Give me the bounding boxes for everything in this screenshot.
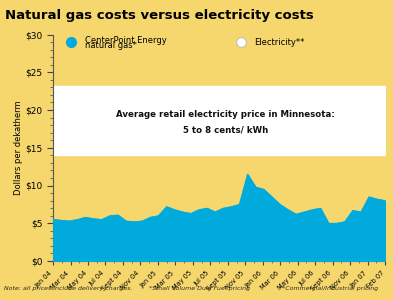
Text: Average retail electricity price in Minnesota:: Average retail electricity price in Minn… <box>116 110 335 119</box>
Text: *Small Volume Dual Fuel pricing: *Small Volume Dual Fuel pricing <box>149 286 250 291</box>
Text: CenterPoint Energy: CenterPoint Energy <box>84 36 166 45</box>
Text: 5 to 8 cents/ kWh: 5 to 8 cents/ kWh <box>183 125 268 134</box>
Text: **Commercial/Industrial pricing: **Commercial/Industrial pricing <box>279 286 378 291</box>
Text: Electricity**: Electricity** <box>254 38 304 47</box>
Text: Natural gas costs versus electricity costs: Natural gas costs versus electricity cos… <box>5 9 314 22</box>
Y-axis label: Dollars per dekatherm: Dollars per dekatherm <box>14 100 23 195</box>
Text: Note: all prices include delivery charges.: Note: all prices include delivery charge… <box>4 286 132 291</box>
Text: natural gas*: natural gas* <box>84 41 136 50</box>
